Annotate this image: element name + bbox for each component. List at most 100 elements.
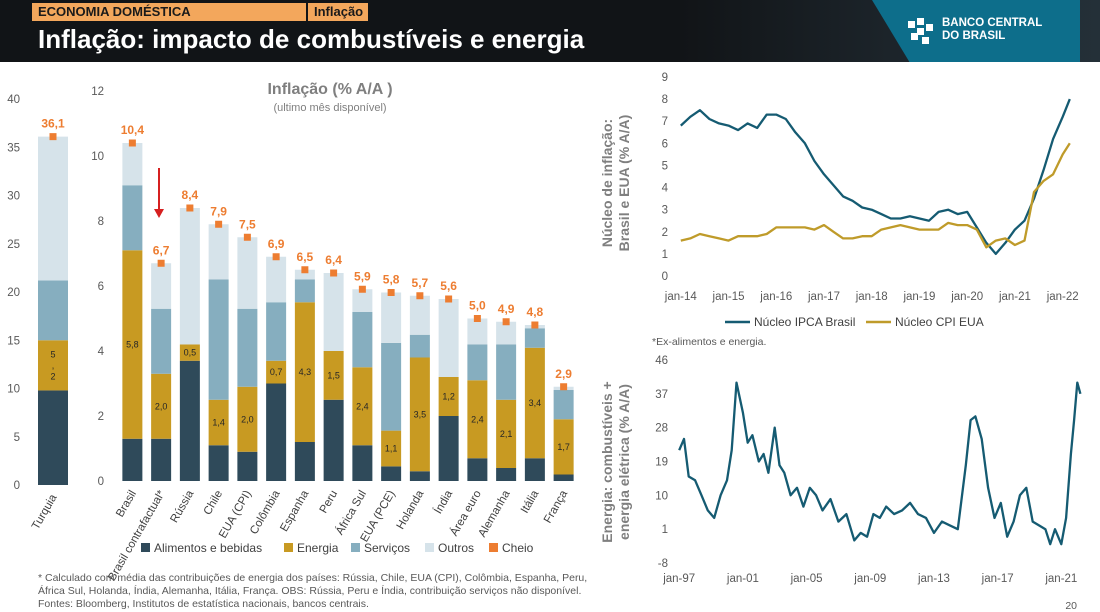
- y-tick-label: 35: [7, 142, 20, 154]
- bar-segment-servicos: [38, 280, 68, 341]
- x-tick-label: jan-15: [712, 291, 745, 303]
- segment-value-label: 0,7: [270, 367, 283, 377]
- x-tick-label: jan-05: [790, 573, 823, 585]
- y-tick-label: -8: [658, 558, 668, 570]
- bar-segment-outros: [151, 263, 172, 309]
- y-tick-label: 1: [662, 249, 668, 261]
- segment-value-label: 0,5: [184, 348, 197, 358]
- segment-value-label: 4,3: [299, 367, 312, 377]
- bar-segment-outros: [266, 256, 287, 303]
- bar-segment-energia: [266, 360, 287, 384]
- cheio-value-label: 7,5: [239, 217, 256, 231]
- cheio-value-label: 6,5: [297, 250, 314, 264]
- bar-segment-outros: [381, 292, 402, 343]
- energy-ylabel: Energia: combustíveis + energia elétrica…: [599, 381, 632, 542]
- x-tick-label: jan-20: [950, 291, 983, 303]
- bar-segment-outros: [122, 143, 143, 186]
- cheio-marker: [387, 289, 395, 296]
- bar-segment-servicos: [524, 328, 545, 348]
- y-tick-label: 0: [14, 480, 20, 492]
- y-tick-label: 19: [655, 457, 668, 469]
- cheio-marker: [243, 233, 251, 241]
- bar-segment-energia: [179, 344, 200, 361]
- cheio-value-label: 4,8: [527, 305, 544, 319]
- bar-segment-alimentos: [467, 458, 488, 481]
- x-tick-label: jan-97: [662, 573, 695, 585]
- bar-segment-servicos: [467, 344, 488, 381]
- bar-segment-alimentos: [524, 458, 545, 481]
- segment-value-label: 2,4: [356, 401, 369, 411]
- bar-segment-outros: [208, 224, 229, 280]
- y-tick-label: 8: [98, 216, 104, 228]
- x-tick-label: jan-21: [998, 291, 1031, 303]
- cheio-marker: [272, 253, 280, 261]
- cheio-value-label: 5,7: [412, 276, 429, 290]
- y-tick-label: 4: [98, 346, 105, 358]
- cheio-value-label: 4,9: [498, 302, 515, 316]
- legend-label-ipca: Núcleo IPCA Brasil: [754, 315, 855, 329]
- legend-label-alimentos: Alimentos e bebidas: [154, 541, 262, 555]
- segment-value-label: 5: [50, 349, 55, 359]
- legend-label-cheio: Cheio: [502, 541, 534, 555]
- bar-segment-alimentos: [237, 451, 258, 481]
- bar-segment-alimentos: [179, 360, 200, 481]
- segment-value-label: 3,4: [529, 398, 542, 408]
- cheio-marker: [186, 204, 194, 212]
- segment-value-label: 5,8: [126, 340, 139, 350]
- bcb-logo-panel: [872, 0, 1080, 62]
- bar-segment-energia: [38, 340, 68, 391]
- segment-value-label: 2: [50, 371, 55, 381]
- x-tick-label: jan-22: [1046, 291, 1079, 303]
- legend-label-cpi: Núcleo CPI EUA: [895, 315, 984, 329]
- segment-value-label: 2,4: [471, 414, 484, 424]
- bar-segment-alimentos: [352, 445, 373, 481]
- cheio-value-label: 5,8: [383, 273, 400, 287]
- bar-segment-servicos: [496, 344, 517, 400]
- y-tick-label: 46: [655, 355, 668, 367]
- y-tick-label: 5: [14, 432, 20, 444]
- bar-segment-alimentos: [208, 445, 229, 481]
- cheio-value-label: 6,9: [268, 237, 285, 251]
- category-label: Holanda: [395, 488, 427, 532]
- bar-segment-alimentos: [496, 468, 517, 481]
- segment-value-label: 1,1: [385, 444, 398, 454]
- bar-segment-outros: [467, 318, 488, 345]
- x-tick-label: jan-18: [855, 291, 888, 303]
- y-tick-label: 37: [655, 389, 668, 401]
- segment-value-label: 1,2: [442, 392, 455, 402]
- core-inflation-chart: 0 1 2 3 4 5 6 7 8 9 jan-14 jan-15 jan-16 jan-17 jan-18…: [662, 72, 1079, 303]
- bar-segment-servicos: [352, 312, 373, 368]
- x-tick-label: jan-13: [917, 573, 950, 585]
- y-tick-label: 9: [662, 72, 668, 84]
- x-tick-label: jan-17: [981, 573, 1014, 585]
- bar-segment-servicos: [237, 308, 258, 387]
- y-tick-label: 10: [655, 490, 668, 502]
- footnote-1: * Calculado com média das contribuições …: [38, 572, 587, 584]
- bar-segment-energia: [467, 380, 488, 459]
- bar-segment-energia: [294, 302, 315, 442]
- category-label: Brasil contrafactual*: [106, 488, 168, 583]
- legend-label-energia: Energia: [297, 541, 339, 555]
- bar-segment-alimentos: [266, 383, 287, 481]
- core-note: *Ex-alimentos e energia.: [652, 336, 766, 348]
- cheio-value-label: 6,4: [325, 253, 342, 267]
- bar-segment-outros: [352, 289, 373, 312]
- cheio-value-label: 2,9: [555, 367, 572, 381]
- bcb-logo-icon: [908, 18, 933, 44]
- bar-segment-energia: [524, 347, 545, 459]
- x-tick-label: jan-21: [1044, 573, 1077, 585]
- bar-segment-outros: [496, 321, 517, 345]
- y-tick-label: 0: [662, 271, 668, 283]
- series-line: [680, 142, 1071, 249]
- cheio-marker: [502, 318, 510, 326]
- bar-segment-servicos: [409, 334, 430, 358]
- legend-swatch-cheio: [489, 543, 498, 552]
- energy-ylabel-line1: Energia: combustíveis +: [599, 381, 615, 542]
- bar-segment-outros: [323, 273, 344, 351]
- countries-chart-title: Inflação (% A/A ): [267, 81, 392, 98]
- turquia-chart: 0 5 10 15 20 25 30 35 40 5,2 36,1 Turquia: [7, 94, 68, 532]
- bar-segment-alimentos: [122, 438, 143, 481]
- category-label: Chile: [202, 489, 226, 518]
- energy-ylabel-line2: energia elétrica (% A/A): [616, 384, 632, 540]
- cheio-marker: [215, 220, 223, 228]
